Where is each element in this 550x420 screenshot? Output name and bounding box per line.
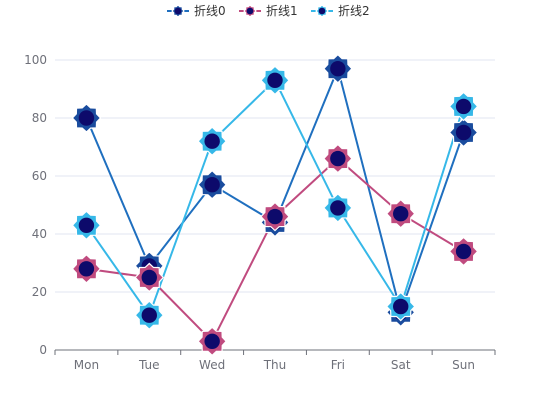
data-point[interactable] [134, 262, 165, 293]
x-tick-label: Fri [331, 358, 345, 372]
x-tick-label: Sat [391, 358, 411, 372]
axes: 0 20 40 60 80 100 Mon Tue Wed Thu Fri Sat Sun [24, 53, 496, 372]
grid-lines [55, 59, 495, 293]
data-point[interactable] [71, 253, 102, 284]
data-point[interactable] [197, 169, 227, 200]
data-point[interactable] [197, 126, 227, 157]
data-point[interactable] [134, 300, 165, 331]
x-tick-label: Mon [74, 358, 99, 372]
data-point[interactable] [197, 326, 227, 357]
data-point[interactable] [323, 53, 353, 84]
legend-label: 折线2 [338, 3, 370, 18]
x-tick-label: Thu [263, 358, 287, 372]
data-point[interactable] [323, 193, 353, 223]
data-point[interactable] [171, 4, 185, 18]
y-tick-label: 0 [39, 343, 47, 357]
series-layer [71, 53, 479, 357]
legend[interactable]: 折线0 折线1 折线2 [167, 3, 370, 18]
data-point[interactable] [448, 117, 479, 148]
series-markers-0 [71, 53, 479, 328]
data-point[interactable] [71, 103, 102, 133]
data-point[interactable] [448, 91, 479, 122]
legend-item[interactable]: 折线0 [167, 3, 226, 18]
y-tick-label: 20 [32, 285, 47, 299]
legend-label: 折线1 [266, 3, 298, 18]
legend-item[interactable]: 折线1 [239, 3, 298, 18]
data-point[interactable] [315, 4, 329, 18]
series-markers-1 [71, 143, 479, 357]
legend-label: 折线0 [194, 3, 226, 18]
data-point[interactable] [385, 291, 416, 322]
data-point[interactable] [260, 65, 290, 96]
y-tick-label: 60 [32, 169, 47, 183]
data-point[interactable] [448, 236, 479, 267]
data-point[interactable] [260, 201, 290, 232]
y-tick-label: 40 [32, 227, 47, 241]
y-tick-label: 100 [24, 53, 47, 67]
data-point[interactable] [71, 210, 102, 241]
x-tick-label: Wed [199, 358, 225, 372]
y-tick-label: 80 [32, 111, 47, 125]
x-tick-label: Tue [138, 358, 160, 372]
data-point[interactable] [323, 143, 353, 174]
data-point[interactable] [385, 198, 416, 229]
data-point[interactable] [243, 4, 257, 18]
series-markers-2 [71, 65, 479, 331]
x-tick-label: Sun [452, 358, 475, 372]
legend-item[interactable]: 折线2 [311, 3, 370, 18]
